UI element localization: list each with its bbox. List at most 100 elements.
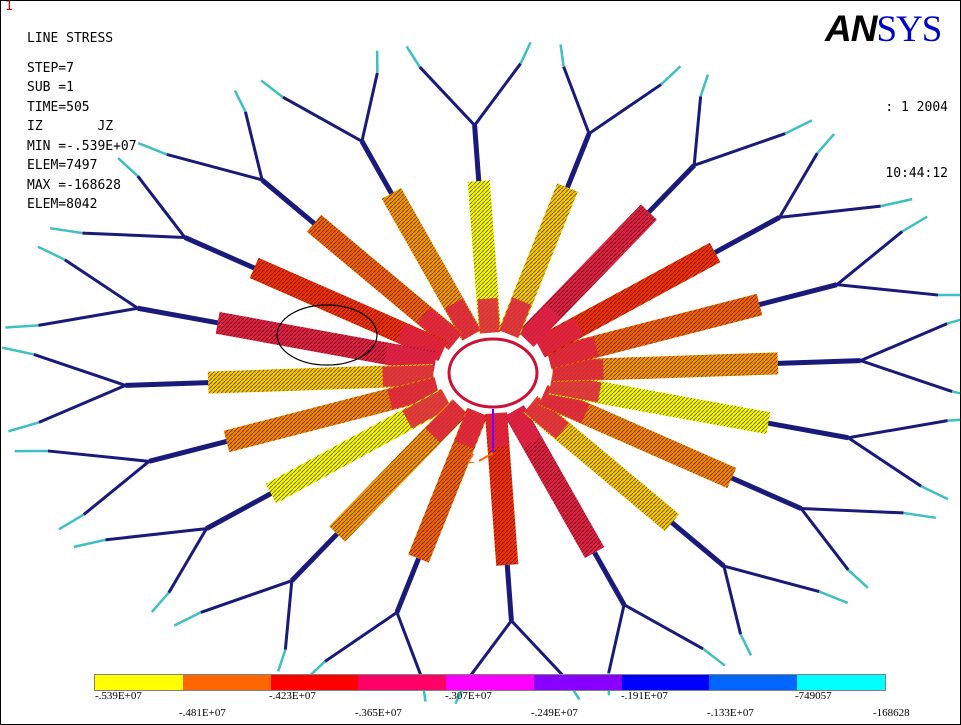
fork-tip: [946, 318, 960, 325]
branch-line: [565, 132, 592, 189]
fork-tip: [818, 590, 849, 605]
branch-line: [730, 475, 803, 511]
branch-line: [137, 305, 219, 326]
fork-line: [63, 258, 139, 310]
legend-label-bottom-2: -.249E+07: [531, 707, 578, 719]
branch-line: [260, 177, 316, 226]
legend-label-top-1: -.423E+07: [269, 690, 316, 702]
triad-label: Z: [467, 452, 474, 466]
triad-axis-z: [478, 452, 494, 462]
fork-line: [418, 65, 476, 127]
fork-tip: [405, 45, 421, 68]
legend-swatch-3: [358, 675, 447, 690]
fork-tip: [816, 133, 836, 154]
fork-line: [47, 449, 150, 463]
fork-line: [799, 507, 850, 571]
branch-line: [670, 520, 726, 569]
fork-tip: [50, 226, 83, 235]
info-time: TIME=505: [27, 99, 90, 115]
fork-tip: [699, 74, 710, 97]
branch-line: [767, 420, 849, 441]
fork-line: [200, 579, 293, 614]
legend-swatch-1: [182, 675, 271, 690]
legend-label-top-2: -.307E+07: [445, 690, 492, 702]
logo-an: AN: [825, 8, 877, 49]
fork-tip: [73, 538, 106, 549]
legend-label-bottom-0: -.481E+07: [179, 707, 226, 719]
plot-title: LINE STRESS: [27, 31, 114, 46]
datetime-block: : 1 2004 10:44:12: [885, 53, 948, 229]
fork-tip: [847, 569, 869, 589]
legend-color-bar: [94, 674, 886, 691]
info-step: STEP=7: [27, 60, 74, 76]
branch-line: [394, 557, 421, 614]
fork-tip: [784, 119, 813, 135]
beam-inner: [499, 297, 532, 338]
fork-tip: [260, 79, 284, 99]
beam-inner: [546, 336, 599, 369]
fork-tip: [901, 215, 928, 233]
branch-line: [504, 564, 514, 621]
info-max: MAX =-168628: [27, 177, 121, 193]
ansys-logo: ANSYS: [825, 8, 942, 50]
branch-line: [647, 163, 696, 214]
fork-line: [510, 619, 568, 681]
legend-swatch-7: [709, 675, 798, 690]
fork-line: [723, 564, 820, 594]
fork-tip: [150, 592, 170, 613]
branch-line: [777, 358, 861, 366]
fork-line: [779, 204, 881, 219]
fork-line: [33, 352, 126, 387]
fork-tip: [117, 157, 139, 177]
fork-line: [835, 230, 904, 286]
beam-inner: [552, 359, 604, 381]
fork-tip: [880, 197, 913, 208]
legend-label-top-3: -.191E+07: [621, 690, 668, 702]
fork-line: [801, 507, 904, 515]
branch-line: [148, 439, 228, 464]
beam-inner: [524, 396, 569, 439]
branch-line: [125, 380, 209, 388]
beam-inner: [454, 408, 487, 449]
beam-inner: [548, 373, 602, 403]
fork-line: [395, 611, 424, 680]
fork-tip: [920, 485, 949, 501]
beam-inner: [417, 307, 462, 350]
legend-label-bottom-4: -168628: [873, 707, 910, 719]
fork-tip: [660, 65, 682, 86]
fork-line: [136, 175, 187, 239]
fork-line: [847, 419, 948, 440]
fork-tip: [903, 511, 936, 520]
fork-line: [607, 604, 626, 674]
branch-line: [183, 235, 256, 271]
fork-line: [859, 322, 948, 362]
info-min-elem: ELEM=7497: [27, 158, 98, 173]
beam-inner: [384, 343, 438, 373]
time-text: 10:44:12: [885, 166, 948, 181]
fork-line: [693, 132, 786, 167]
window-number: 1: [5, 0, 13, 14]
legend-label-top-4: -749057: [795, 690, 832, 702]
fork-tip: [951, 390, 960, 395]
fork-tip: [8, 421, 40, 433]
beam-inner: [444, 298, 481, 341]
legend-label-bottom-1: -.365E+07: [355, 707, 402, 719]
fork-tip: [739, 633, 753, 657]
branch-line: [713, 215, 781, 255]
beam-inner: [425, 399, 468, 443]
fork-tip: [1, 346, 35, 356]
legend-swatch-0: [95, 675, 183, 690]
fork-line: [778, 152, 819, 219]
legend-swatch-8: [797, 675, 886, 690]
branch-line: [758, 282, 838, 307]
fork-line: [860, 359, 953, 394]
fork-line: [692, 96, 703, 166]
legend-swatch-4: [446, 675, 534, 690]
fork-line: [324, 611, 398, 663]
fork-tip: [58, 513, 85, 531]
fork-line: [473, 62, 522, 127]
fork-line: [464, 619, 513, 684]
branch-line: [290, 532, 339, 583]
